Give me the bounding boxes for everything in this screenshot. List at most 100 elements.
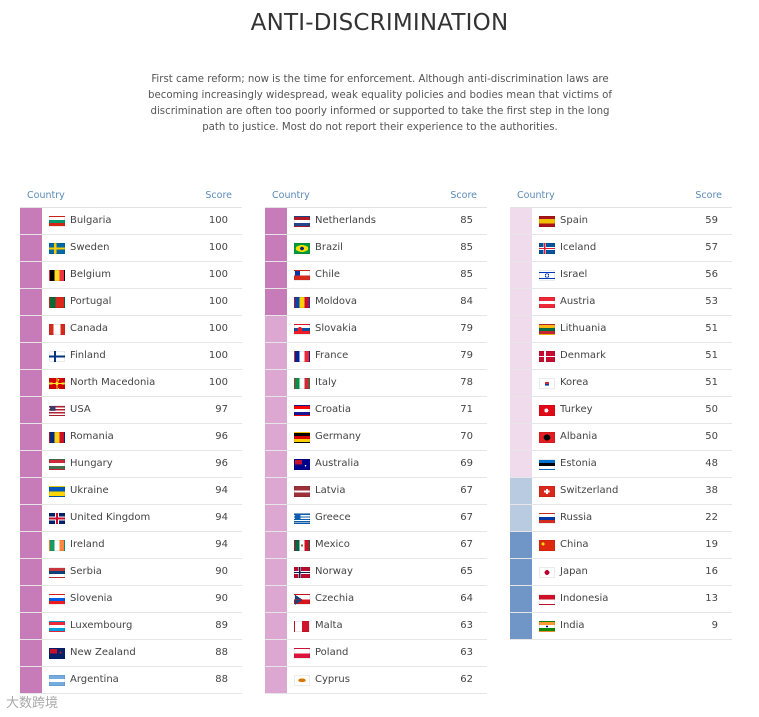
table-row: New Zealand 88: [20, 640, 242, 667]
score-tier-bar: [265, 424, 287, 450]
hungary-flag-icon: [49, 459, 65, 470]
score-table-column-2: Country Score Netherlands 85 Brazil 85 Chile 85…: [265, 188, 487, 694]
table-row: Latvia 67: [265, 478, 487, 505]
table-row: Turkey 50: [510, 397, 732, 424]
mexico-flag-icon: [294, 540, 310, 551]
score-tier-bar: [265, 532, 287, 558]
country-name: Mexico: [315, 539, 350, 550]
usa-flag-icon: [49, 405, 65, 416]
table-row: Serbia 90: [20, 559, 242, 586]
table-row: Slovakia 79: [265, 316, 487, 343]
table-row: Korea 51: [510, 370, 732, 397]
table-row: Australia 69: [265, 451, 487, 478]
score-tier-bar: [265, 640, 287, 666]
bulgaria-flag-icon: [49, 216, 65, 227]
poland-flag-icon: [294, 648, 310, 659]
score-tier-bar: [265, 613, 287, 639]
country-name: Argentina: [70, 674, 119, 685]
indonesia-flag-icon: [539, 594, 555, 605]
new-zealand-flag-icon: [49, 648, 65, 659]
table-row: Argentina 88: [20, 667, 242, 694]
country-column-header: Country: [517, 190, 555, 201]
luxembourg-flag-icon: [49, 621, 65, 632]
malta-flag-icon: [294, 621, 310, 632]
country-score: 100: [208, 296, 228, 307]
country-score: 57: [705, 242, 718, 253]
table-row: Russia 22: [510, 505, 732, 532]
score-tier-bar: [265, 316, 287, 342]
table-row: Chile 85: [265, 262, 487, 289]
russia-flag-icon: [539, 513, 555, 524]
country-score: 100: [208, 350, 228, 361]
country-name: Lithuania: [560, 323, 607, 334]
score-tier-bar: [20, 424, 42, 450]
country-score: 94: [215, 512, 228, 523]
score-tier-bar: [20, 667, 42, 693]
table-row: Sweden 100: [20, 235, 242, 262]
intro-text: First came reform; now is the time for e…: [148, 74, 612, 133]
italy-flag-icon: [294, 378, 310, 389]
austria-flag-icon: [539, 297, 555, 308]
country-name: Croatia: [315, 404, 351, 415]
country-score: 19: [705, 539, 718, 550]
table-row: Portugal 100: [20, 289, 242, 316]
ukraine-flag-icon: [49, 486, 65, 497]
score-tier-bar: [265, 586, 287, 612]
country-name: Netherlands: [315, 215, 376, 226]
serbia-flag-icon: [49, 567, 65, 578]
table-row: Ireland 94: [20, 532, 242, 559]
score-tier-bar: [510, 316, 532, 342]
country-score: 85: [460, 215, 473, 226]
country-name: Spain: [560, 215, 588, 226]
score-tier-bar: [265, 370, 287, 396]
table-row: Denmark 51: [510, 343, 732, 370]
country-name: Russia: [560, 512, 593, 523]
country-name: Luxembourg: [70, 620, 133, 631]
country-name: Germany: [315, 431, 361, 442]
table-row: Finland 100: [20, 343, 242, 370]
country-name: USA: [70, 404, 91, 415]
country-score: 38: [705, 485, 718, 496]
brazil-flag-icon: [294, 243, 310, 254]
country-score: 100: [208, 269, 228, 280]
albania-flag-icon: [539, 432, 555, 443]
score-table-column-3: Country Score Spain 59 Iceland 57 Israel 56 Aust…: [510, 188, 732, 640]
country-name: Hungary: [70, 458, 113, 469]
country-name: Japan: [560, 566, 588, 577]
uk-flag-icon: [49, 513, 65, 524]
country-name: Slovenia: [70, 593, 113, 604]
netherlands-flag-icon: [294, 216, 310, 227]
finland-flag-icon: [49, 351, 65, 362]
country-score: 96: [215, 458, 228, 469]
country-score: 48: [705, 458, 718, 469]
country-score: 67: [460, 539, 473, 550]
romania-flag-icon: [49, 432, 65, 443]
lithuania-flag-icon: [539, 324, 555, 335]
table-row: Norway 65: [265, 559, 487, 586]
country-score: 67: [460, 512, 473, 523]
country-name: Korea: [560, 377, 589, 388]
table-row: Bulgaria 100: [20, 208, 242, 235]
india-flag-icon: [539, 621, 555, 632]
table-header: Country Score: [20, 188, 242, 208]
country-score: 88: [215, 674, 228, 685]
country-name: Latvia: [315, 485, 346, 496]
country-score: 67: [460, 485, 473, 496]
country-name: Albania: [560, 431, 598, 442]
score-tier-bar: [510, 424, 532, 450]
table-row: Estonia 48: [510, 451, 732, 478]
japan-flag-icon: [539, 567, 555, 578]
country-score: 100: [208, 215, 228, 226]
table-row: Greece 67: [265, 505, 487, 532]
country-name: New Zealand: [70, 647, 136, 658]
score-tier-bar: [510, 397, 532, 423]
table-row: China 19: [510, 532, 732, 559]
score-tier-bar: [510, 451, 532, 477]
score-tier-bar: [510, 532, 532, 558]
table-row: North Macedonia 100: [20, 370, 242, 397]
croatia-flag-icon: [294, 405, 310, 416]
slovenia-flag-icon: [49, 594, 65, 605]
page-title: ANTI-DISCRIMINATION: [250, 10, 509, 36]
country-name: Belgium: [70, 269, 111, 280]
score-tier-bar: [265, 208, 287, 234]
